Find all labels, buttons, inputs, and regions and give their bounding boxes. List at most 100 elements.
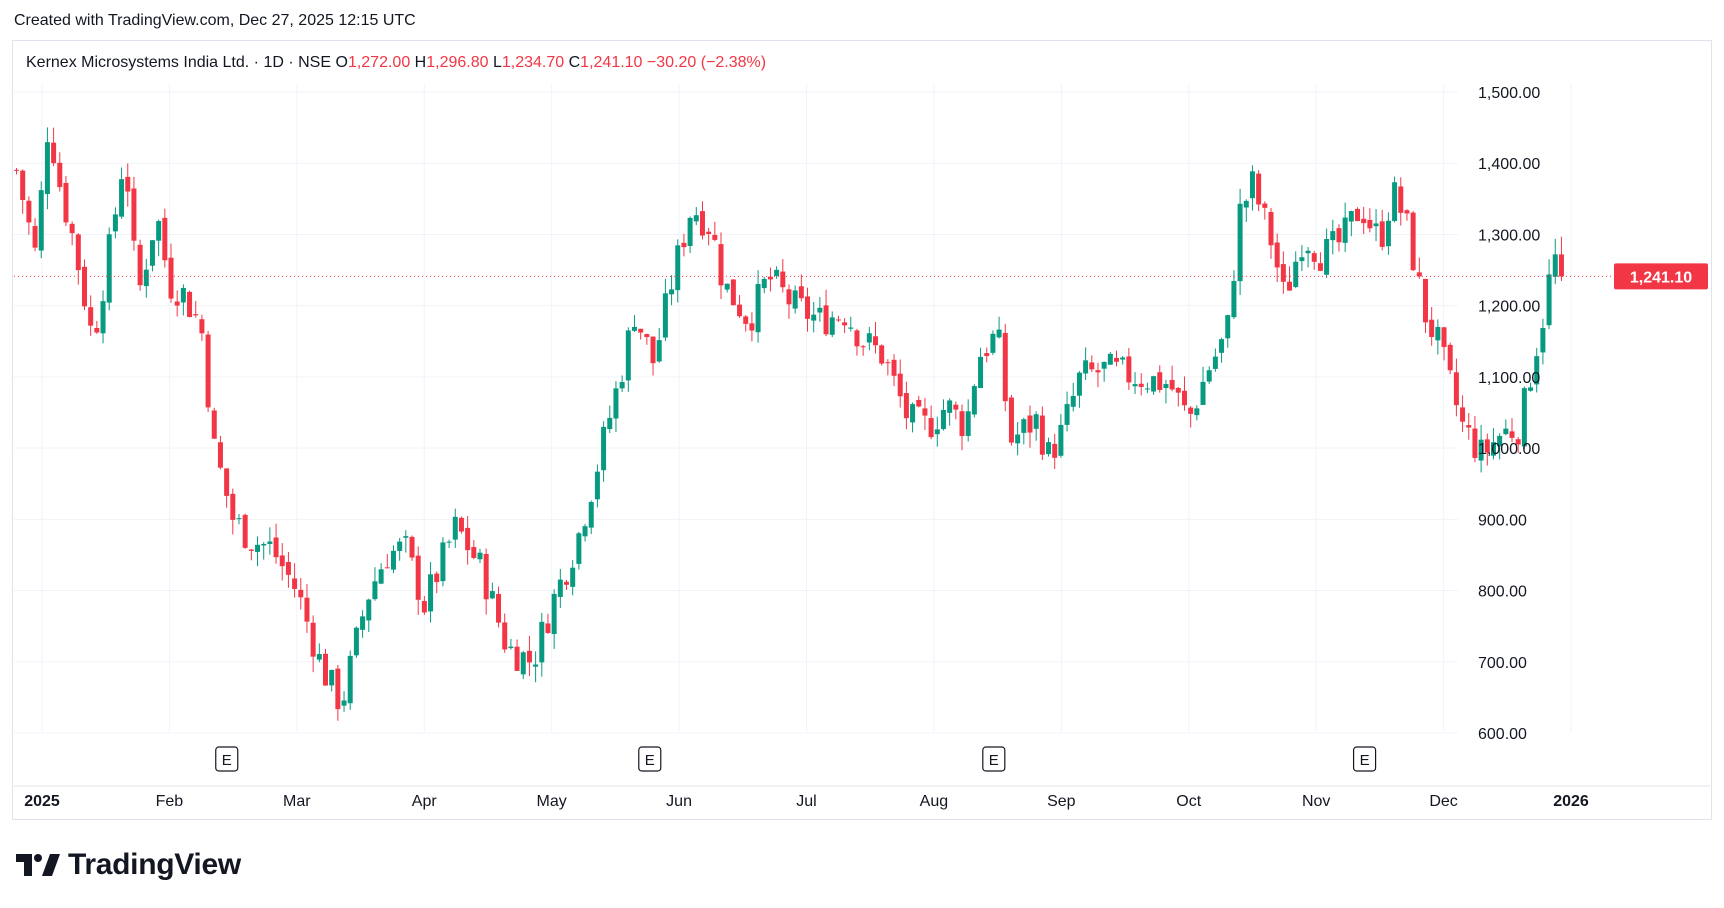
candle-up <box>354 626 359 657</box>
candle-body <box>1392 182 1397 221</box>
candle-down <box>1559 237 1564 281</box>
candle-up <box>236 514 241 524</box>
tradingview-logo[interactable]: TradingView <box>16 848 241 882</box>
earnings-marker[interactable]: E <box>639 747 661 771</box>
candle-up <box>997 317 1002 339</box>
candle-body <box>1151 376 1156 391</box>
candle-body <box>780 272 785 288</box>
candle-body <box>169 258 174 299</box>
candle-up <box>342 691 347 712</box>
grid-lines <box>14 84 1571 733</box>
candle-body <box>1442 327 1447 347</box>
candle-down <box>799 274 804 301</box>
close-label: C <box>569 54 581 71</box>
candle-body <box>694 215 699 221</box>
candle-body <box>292 578 297 588</box>
candle-body <box>607 418 612 429</box>
candle-up <box>403 530 408 552</box>
candle-body <box>731 279 736 305</box>
candle-body <box>298 590 303 597</box>
candle-body <box>1083 360 1088 373</box>
candle-down <box>786 284 791 318</box>
candle-down <box>82 259 87 310</box>
candle-body <box>385 567 390 568</box>
candle-body <box>335 669 340 709</box>
earnings-marker[interactable]: E <box>216 747 238 771</box>
candle-body <box>1287 282 1292 291</box>
candle-body <box>1349 211 1354 221</box>
candle-up <box>477 549 482 563</box>
candle-body <box>762 279 767 288</box>
candle-body <box>564 582 569 585</box>
candle-body <box>966 411 971 436</box>
candle-up <box>990 330 995 355</box>
candle-body <box>675 245 680 290</box>
candle-body <box>261 544 266 546</box>
candle-up <box>1058 414 1063 458</box>
candle-down <box>743 315 748 332</box>
candle-body <box>280 555 285 566</box>
candle-down <box>1380 210 1385 251</box>
candle-up <box>830 311 835 337</box>
candle-body <box>1003 333 1008 401</box>
earnings-marker[interactable]: E <box>1354 747 1376 771</box>
candle-body <box>125 177 130 192</box>
candle-body <box>681 243 686 247</box>
candle-down <box>1448 343 1453 375</box>
candle-body <box>620 382 625 388</box>
candle-down <box>57 152 62 191</box>
candle-up <box>45 127 50 209</box>
candle-down <box>199 315 204 341</box>
interval-label[interactable]: 1D <box>263 54 283 71</box>
candle-body <box>515 647 520 671</box>
candle-down <box>298 578 303 609</box>
candle-body <box>502 622 507 649</box>
candle-down <box>422 596 427 615</box>
candle-body <box>719 244 724 285</box>
low-value: 1,234.70 <box>502 54 564 71</box>
candle-down <box>1095 363 1100 387</box>
candle-body <box>354 628 359 656</box>
exchange-label: NSE <box>298 54 331 71</box>
candle-body <box>218 442 223 467</box>
symbol-name[interactable]: Kernex Microsystems India Ltd. <box>26 54 249 71</box>
candle-body <box>206 335 211 408</box>
high-label: H <box>415 54 427 71</box>
candle-down <box>125 163 130 206</box>
candle-down <box>14 168 19 174</box>
y-tick-label: 800.00 <box>1478 584 1527 601</box>
candle-down <box>51 128 56 166</box>
candle-up <box>601 421 606 481</box>
candle-body <box>595 472 600 500</box>
candle-body <box>1281 264 1286 282</box>
x-tick-label: Dec <box>1429 793 1457 810</box>
candle-body <box>1077 373 1082 396</box>
candle-body <box>304 598 309 622</box>
candle-up <box>725 283 730 292</box>
candle-up <box>1386 212 1391 254</box>
candle-down <box>929 406 934 440</box>
candle-up <box>762 277 767 293</box>
candle-down <box>953 401 958 419</box>
candle-body <box>663 293 668 337</box>
earnings-marker[interactable]: E <box>983 747 1005 771</box>
candle-body <box>187 292 192 317</box>
candle-body <box>799 286 804 298</box>
candle-body <box>885 362 890 363</box>
candle-down <box>1089 355 1094 372</box>
candle-body <box>1330 231 1335 240</box>
candle-body <box>688 218 693 246</box>
candle-up <box>607 406 612 433</box>
candle-up <box>1021 418 1026 445</box>
candle-body <box>150 240 155 266</box>
candle-up <box>657 328 662 363</box>
candle-body <box>230 494 235 520</box>
candle-down <box>1182 376 1187 410</box>
low-label: L <box>493 54 502 71</box>
candle-body <box>972 386 977 414</box>
candle-body <box>1213 357 1218 369</box>
candle-up <box>39 181 44 258</box>
candle-up <box>1145 383 1150 393</box>
candle-body <box>558 580 563 597</box>
